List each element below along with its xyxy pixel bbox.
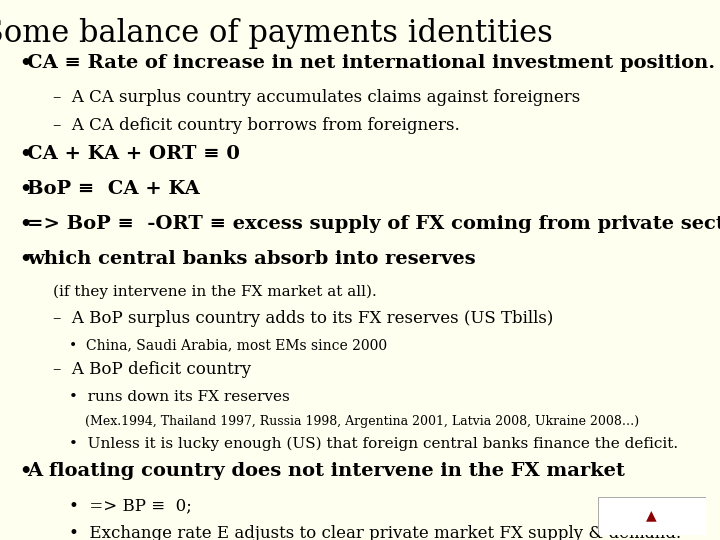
Text: •: •: [19, 249, 32, 268]
Text: •  Exchange rate E adjusts to clear private market FX supply & demand.: • Exchange rate E adjusts to clear priva…: [68, 525, 681, 540]
Text: CA ≡ Rate of increase in net international investment position.: CA ≡ Rate of increase in net internation…: [27, 54, 715, 72]
Text: –  A CA deficit country borrows from foreigners.: – A CA deficit country borrows from fore…: [53, 117, 460, 134]
Text: (Mex.1994, Thailand 1997, Russia 1998, Argentina 2001, Latvia 2008, Ukraine 2008: (Mex.1994, Thailand 1997, Russia 1998, A…: [68, 415, 639, 428]
Text: CA + KA + ORT ≡ 0: CA + KA + ORT ≡ 0: [27, 145, 240, 163]
Text: A floating country does not intervene in the FX market: A floating country does not intervene in…: [27, 462, 625, 481]
Text: •  China, Saudi Arabia, most EMs since 2000: • China, Saudi Arabia, most EMs since 20…: [68, 339, 387, 352]
Text: => BoP ≡  -ORT ≡ excess supply of FX coming from private sector,: => BoP ≡ -ORT ≡ excess supply of FX comi…: [27, 215, 720, 233]
Text: –  A BoP surplus country adds to its FX reserves (US Tbills): – A BoP surplus country adds to its FX r…: [53, 310, 554, 327]
Text: (if they intervene in the FX market at all).: (if they intervene in the FX market at a…: [53, 285, 377, 299]
Text: •: •: [19, 145, 32, 163]
Text: BoP ≡  CA + KA: BoP ≡ CA + KA: [27, 180, 199, 198]
Text: •: •: [19, 462, 32, 481]
FancyBboxPatch shape: [598, 497, 706, 535]
Text: which central banks absorb into reserves: which central banks absorb into reserves: [27, 249, 475, 268]
Text: –  A BoP deficit country: – A BoP deficit country: [53, 361, 251, 379]
Text: •  => BP ≡  0;: • => BP ≡ 0;: [68, 497, 192, 514]
Text: ▲: ▲: [647, 509, 657, 523]
Text: •: •: [19, 54, 32, 72]
Text: –  A CA surplus country accumulates claims against foreigners: – A CA surplus country accumulates claim…: [53, 89, 580, 106]
Text: •  runs down its FX reserves: • runs down its FX reserves: [68, 389, 289, 403]
Text: •: •: [19, 180, 32, 198]
Text: •  Unless it is lucky enough (US) that foreign central banks finance the deficit: • Unless it is lucky enough (US) that fo…: [68, 437, 678, 451]
Text: •: •: [19, 215, 32, 233]
Text: Some balance of payments identities: Some balance of payments identities: [0, 18, 552, 49]
